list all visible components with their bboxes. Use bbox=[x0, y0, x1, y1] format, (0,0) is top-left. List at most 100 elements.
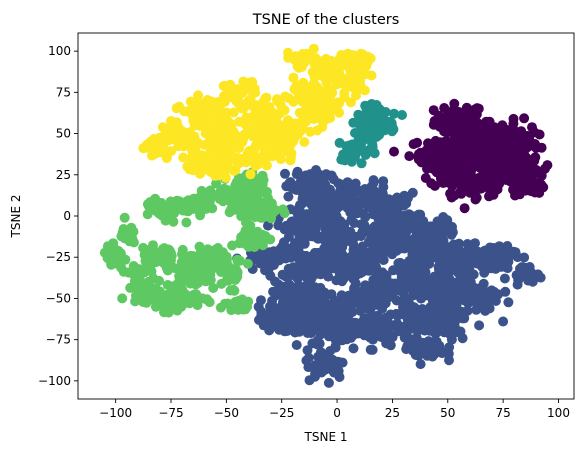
data-point bbox=[378, 176, 389, 187]
data-point bbox=[432, 216, 443, 227]
data-point bbox=[197, 205, 208, 216]
data-point bbox=[326, 236, 337, 247]
data-point bbox=[371, 322, 382, 332]
data-point bbox=[301, 50, 312, 61]
data-point bbox=[202, 120, 212, 130]
data-point bbox=[357, 298, 368, 309]
data-point bbox=[202, 294, 212, 305]
data-point bbox=[498, 316, 509, 327]
data-point bbox=[401, 294, 412, 304]
x-tick-label: 75 bbox=[496, 406, 511, 420]
data-point bbox=[385, 291, 396, 302]
data-point bbox=[318, 181, 329, 192]
data-point bbox=[407, 334, 418, 345]
data-point bbox=[285, 125, 296, 135]
data-point bbox=[377, 209, 388, 219]
data-point bbox=[226, 119, 236, 129]
data-point bbox=[192, 300, 203, 311]
data-point bbox=[391, 308, 402, 319]
data-point bbox=[413, 252, 424, 263]
data-point bbox=[437, 348, 448, 359]
y-tick-label: −100 bbox=[38, 374, 71, 388]
data-point bbox=[173, 141, 184, 152]
cluster-4 bbox=[138, 43, 377, 183]
x-tick-label: 100 bbox=[547, 406, 570, 420]
data-point bbox=[358, 288, 369, 299]
data-point bbox=[490, 142, 501, 153]
data-point bbox=[439, 137, 450, 148]
data-point bbox=[504, 166, 515, 177]
data-point bbox=[280, 299, 290, 310]
data-point bbox=[319, 102, 330, 113]
data-point bbox=[381, 119, 392, 130]
data-point bbox=[275, 154, 286, 165]
data-point bbox=[181, 217, 192, 228]
data-point bbox=[344, 309, 354, 320]
data-point bbox=[359, 220, 370, 231]
data-point bbox=[508, 113, 519, 124]
data-point bbox=[305, 198, 316, 209]
data-point bbox=[511, 270, 522, 281]
data-point bbox=[277, 269, 288, 280]
data-point bbox=[196, 268, 207, 279]
data-point bbox=[392, 318, 403, 329]
data-point bbox=[348, 343, 359, 354]
data-point bbox=[312, 319, 323, 330]
data-point bbox=[210, 244, 221, 255]
data-point bbox=[204, 140, 214, 150]
data-point bbox=[334, 304, 345, 314]
data-point bbox=[334, 107, 345, 118]
data-point bbox=[474, 320, 485, 331]
data-point bbox=[215, 147, 226, 158]
data-point bbox=[342, 177, 353, 188]
data-point bbox=[178, 152, 189, 163]
data-point bbox=[408, 139, 419, 150]
data-point bbox=[355, 80, 366, 91]
data-point bbox=[337, 264, 348, 275]
data-point bbox=[284, 279, 295, 290]
data-point bbox=[312, 288, 323, 299]
data-point bbox=[307, 97, 318, 108]
data-point bbox=[479, 176, 490, 187]
data-point bbox=[439, 327, 450, 338]
data-point bbox=[535, 272, 546, 283]
data-point bbox=[327, 71, 338, 82]
data-point bbox=[226, 204, 237, 215]
data-point bbox=[232, 84, 243, 95]
data-point bbox=[277, 290, 287, 301]
data-point bbox=[198, 252, 208, 263]
data-point bbox=[457, 333, 468, 344]
data-point bbox=[273, 315, 284, 326]
data-point bbox=[446, 137, 457, 148]
data-point bbox=[239, 129, 249, 140]
data-point bbox=[484, 183, 495, 194]
data-point bbox=[368, 259, 379, 270]
data-point bbox=[365, 344, 376, 355]
data-point bbox=[170, 289, 181, 300]
data-point bbox=[265, 270, 276, 281]
data-point bbox=[182, 161, 193, 172]
data-point bbox=[426, 325, 437, 336]
data-point bbox=[477, 297, 488, 308]
data-point bbox=[378, 109, 389, 120]
data-point bbox=[404, 304, 415, 315]
data-point bbox=[343, 290, 354, 301]
data-point bbox=[467, 171, 478, 182]
data-point bbox=[365, 202, 376, 213]
data-point bbox=[347, 201, 358, 212]
data-point bbox=[283, 93, 294, 104]
data-point bbox=[429, 344, 440, 355]
data-point bbox=[240, 119, 251, 130]
data-point bbox=[228, 107, 239, 118]
data-point bbox=[142, 209, 153, 220]
data-point bbox=[389, 146, 399, 157]
x-tick-label: −50 bbox=[214, 406, 239, 420]
data-point bbox=[530, 187, 540, 198]
data-point bbox=[466, 135, 477, 146]
y-ticks: −100 −75 −50 −25 0 25 50 75 100 bbox=[38, 44, 78, 388]
data-point bbox=[338, 255, 349, 266]
data-point bbox=[462, 112, 473, 123]
data-point bbox=[208, 283, 219, 293]
data-point bbox=[337, 73, 348, 83]
data-point bbox=[477, 256, 488, 266]
